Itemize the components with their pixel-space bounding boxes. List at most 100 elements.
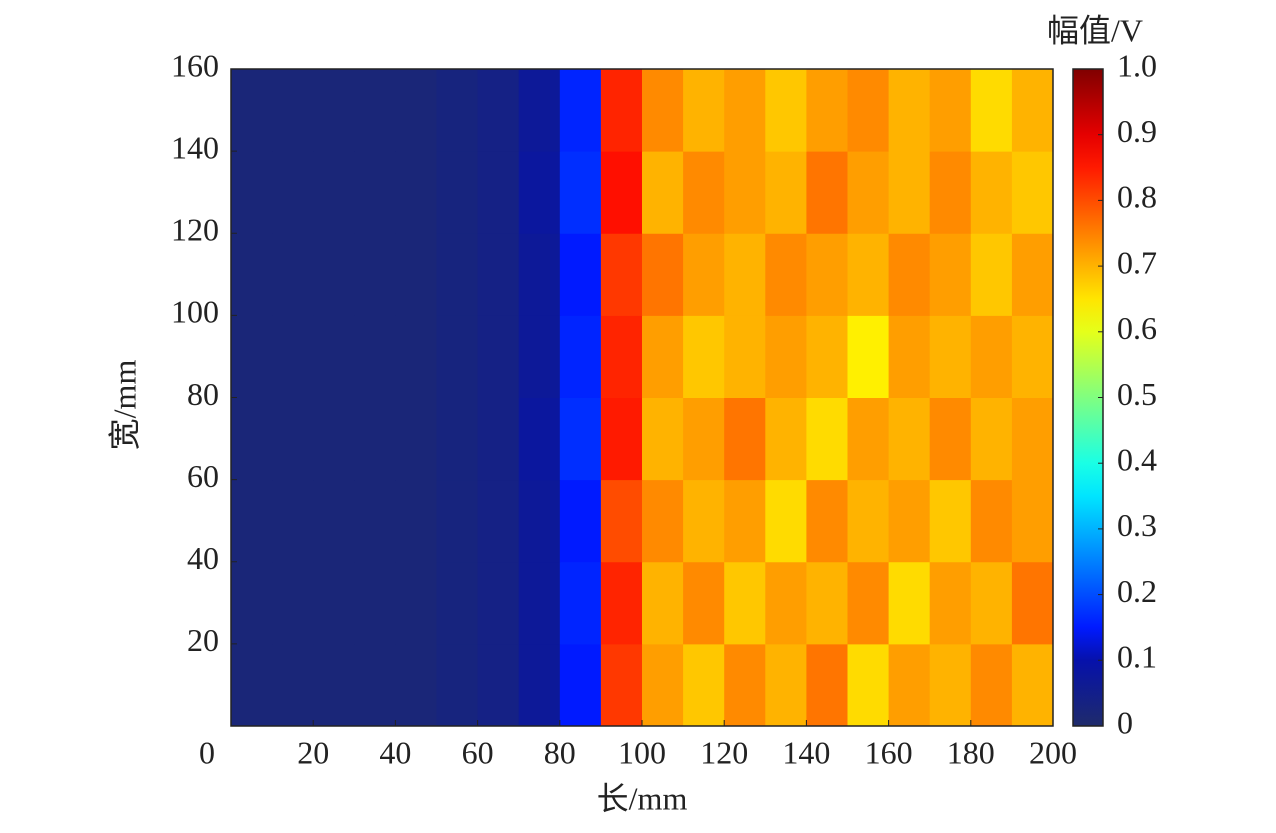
heat-cell	[888, 561, 931, 645]
heat-cell	[559, 479, 602, 563]
heat-cell	[724, 151, 766, 234]
heat-cell	[765, 397, 807, 481]
heat-cell	[888, 151, 931, 234]
heat-cell	[436, 69, 479, 152]
heat-cell	[642, 315, 684, 398]
x-axis-label: 长/mm	[597, 780, 688, 816]
heat-cell	[847, 479, 890, 563]
x-tick-label: 140	[782, 734, 830, 770]
heat-cell	[888, 397, 931, 481]
heat-cell	[354, 479, 396, 563]
heat-cell	[354, 643, 396, 727]
heat-cell	[847, 643, 890, 727]
heat-cell	[313, 561, 355, 645]
heat-cell	[477, 561, 520, 645]
heat-cell	[642, 69, 684, 152]
heat-cell	[970, 397, 1013, 481]
colorbar-tick-label: 0.5	[1117, 376, 1157, 412]
heat-cell	[395, 69, 437, 152]
heat-cell	[724, 561, 766, 645]
heat-cell	[806, 397, 848, 481]
heat-cell	[231, 479, 273, 563]
heat-cell	[395, 315, 437, 398]
heat-cell	[477, 233, 520, 316]
heat-cell	[847, 315, 890, 398]
heat-cell	[847, 69, 890, 152]
heat-cell	[806, 315, 848, 398]
heat-cell	[559, 643, 602, 727]
heat-cell	[395, 643, 437, 727]
heat-cell	[970, 151, 1013, 234]
heat-cell	[313, 69, 355, 152]
heat-cell	[518, 643, 561, 727]
heat-cell	[518, 397, 561, 481]
heat-cell	[313, 315, 355, 398]
y-tick-label: 40	[187, 540, 219, 576]
y-tick-label: 140	[171, 129, 219, 165]
heat-cell	[313, 397, 355, 481]
heat-cell	[559, 69, 602, 152]
heat-cell	[231, 561, 273, 645]
x-tick-label: 80	[544, 734, 576, 770]
heat-cell	[929, 643, 972, 727]
heat-cell	[354, 561, 396, 645]
y-tick-label: 100	[171, 294, 219, 330]
heat-cell	[354, 315, 396, 398]
colorbar-tick-label: 0.1	[1117, 639, 1157, 675]
heat-cell	[765, 561, 807, 645]
heat-cell	[929, 315, 972, 398]
heat-cell	[765, 151, 807, 234]
heat-cell	[559, 233, 602, 316]
heat-cell	[231, 151, 273, 234]
x-tick-label: 180	[947, 734, 995, 770]
heat-cell	[231, 233, 273, 316]
heat-cell	[477, 151, 520, 234]
heat-cell	[765, 643, 807, 727]
heat-cell	[395, 233, 437, 316]
heat-cell	[847, 151, 890, 234]
heat-cell	[436, 397, 479, 481]
heat-cell	[970, 561, 1013, 645]
heat-cell	[477, 69, 520, 152]
heat-cell	[806, 151, 848, 234]
heat-cell	[231, 643, 273, 727]
heat-cell	[518, 233, 561, 316]
y-tick-label: 160	[171, 47, 219, 83]
heat-cell	[806, 561, 848, 645]
heat-cell	[929, 233, 972, 316]
heat-cell	[477, 315, 520, 398]
heat-cell	[559, 151, 602, 234]
heat-cell	[436, 315, 479, 398]
heat-cell	[970, 643, 1013, 727]
heat-cell	[888, 233, 931, 316]
x-tick-label: 60	[462, 734, 494, 770]
colorbar-tick-label: 0.3	[1117, 507, 1157, 543]
heat-cell	[231, 397, 273, 481]
heat-cell	[354, 397, 396, 481]
x-tick-label: 0	[199, 734, 215, 770]
heat-cell	[272, 561, 314, 645]
heat-cell	[683, 561, 725, 645]
colorbar-tick-label: 0.8	[1117, 179, 1157, 215]
heat-cell	[724, 643, 766, 727]
heat-cell	[929, 69, 972, 152]
heat-cell	[313, 233, 355, 316]
heat-cell	[847, 233, 890, 316]
heat-cell	[970, 233, 1013, 316]
heat-cell	[724, 397, 766, 481]
heat-cell	[642, 561, 684, 645]
heat-cell	[231, 69, 273, 152]
heat-cell	[1011, 151, 1054, 234]
x-tick-label: 200	[1029, 734, 1077, 770]
heat-cell	[600, 69, 643, 152]
heat-cell	[642, 643, 684, 727]
heat-cell	[683, 397, 725, 481]
heat-cell	[518, 69, 561, 152]
heat-cell	[806, 643, 848, 727]
heat-cell	[929, 151, 972, 234]
heat-cell	[683, 69, 725, 152]
heat-cell	[642, 397, 684, 481]
heat-cell	[888, 315, 931, 398]
y-tick-label: 60	[187, 458, 219, 494]
colorbar-tick-label: 0.4	[1117, 442, 1157, 478]
